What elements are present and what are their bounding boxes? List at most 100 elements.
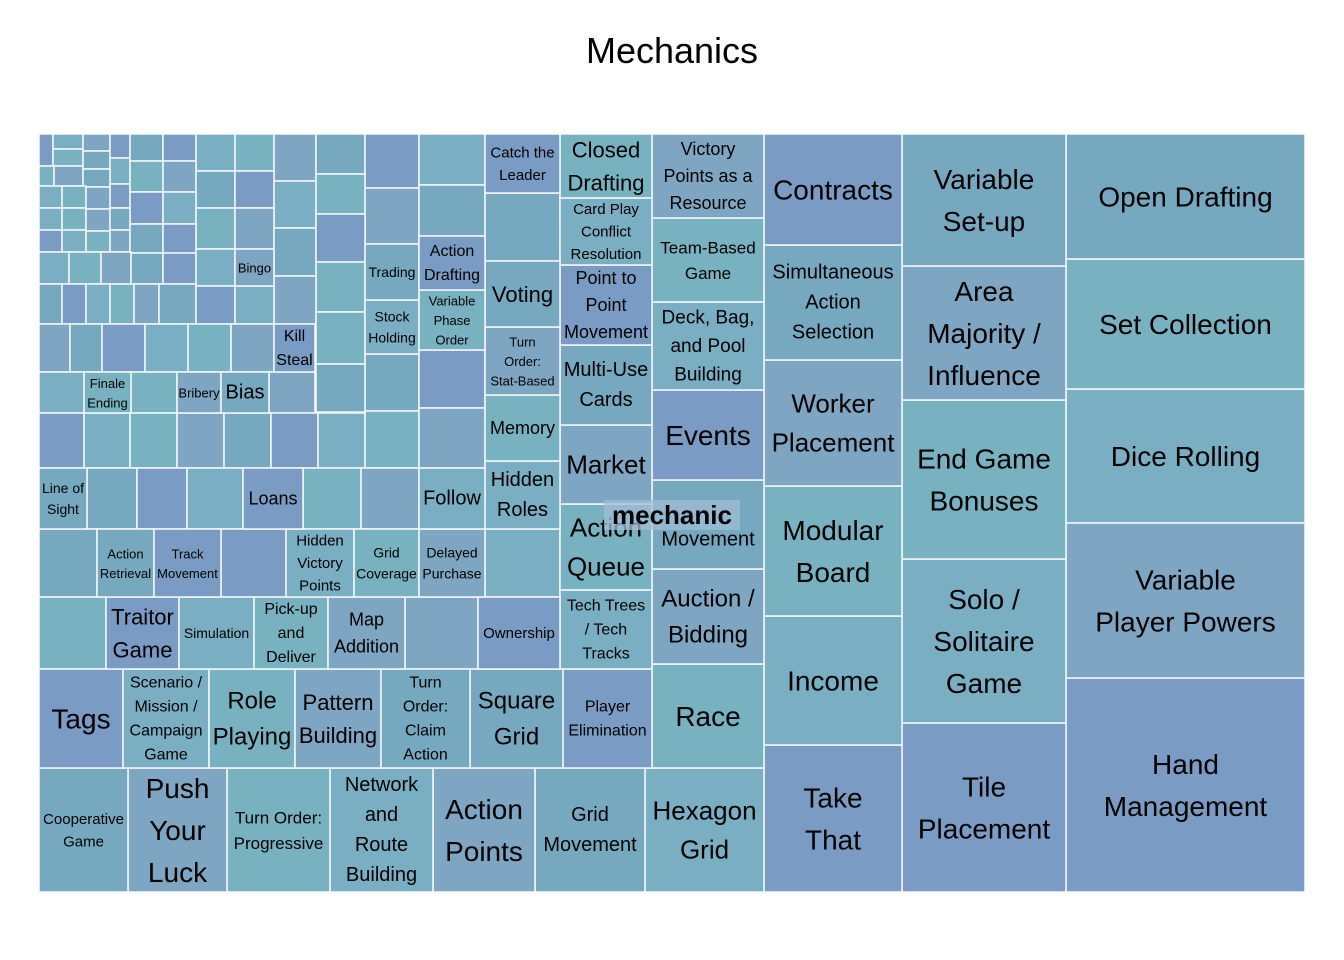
tile-memory[interactable] xyxy=(484,394,561,462)
treemap-tile[interactable] xyxy=(162,252,197,285)
tile-action-drafting[interactable] xyxy=(418,235,486,291)
treemap-tile[interactable] xyxy=(38,371,85,414)
tile-simultaneous-action-selection[interactable] xyxy=(763,244,903,361)
tile-grid-coverage[interactable] xyxy=(353,528,420,598)
treemap-tile[interactable] xyxy=(69,323,103,373)
treemap-tile[interactable] xyxy=(302,467,362,530)
treemap-tile[interactable] xyxy=(273,180,317,229)
tile-turn-order-stat-based[interactable] xyxy=(484,326,561,396)
tile-pick-up-and-deliver[interactable] xyxy=(253,596,329,670)
tile-modular-board[interactable] xyxy=(763,485,903,617)
treemap-tile[interactable] xyxy=(130,371,178,414)
treemap-tile[interactable] xyxy=(364,133,420,189)
treemap-tile[interactable] xyxy=(61,229,87,253)
tile-action-points[interactable] xyxy=(432,767,536,893)
treemap-tile[interactable] xyxy=(364,187,420,245)
tile-point-to-point-movement[interactable] xyxy=(559,264,653,346)
treemap-tile[interactable] xyxy=(129,412,178,469)
treemap-tile[interactable] xyxy=(195,170,236,209)
treemap-tile[interactable] xyxy=(223,412,272,469)
treemap-tile[interactable] xyxy=(176,412,225,469)
treemap-tile[interactable] xyxy=(38,207,63,231)
treemap-tile[interactable] xyxy=(82,150,111,170)
treemap-tile[interactable] xyxy=(195,207,236,250)
treemap-tile[interactable] xyxy=(101,323,146,373)
treemap-tile[interactable] xyxy=(109,283,135,325)
treemap-tile[interactable] xyxy=(109,207,131,231)
treemap-tile[interactable] xyxy=(270,412,319,469)
treemap-tile[interactable] xyxy=(38,229,63,253)
tile-voting[interactable] xyxy=(484,260,561,328)
treemap-tile[interactable] xyxy=(234,207,275,250)
tile-delayed-purchase[interactable] xyxy=(418,528,486,598)
treemap-tile[interactable] xyxy=(315,363,366,413)
treemap-tile[interactable] xyxy=(52,133,84,150)
treemap-tile[interactable] xyxy=(109,229,131,253)
treemap-tile[interactable] xyxy=(129,223,164,254)
tile-ownership[interactable] xyxy=(477,596,561,670)
tile-turn-order-claim-action[interactable] xyxy=(380,668,471,769)
tile-role-playing[interactable] xyxy=(208,668,296,769)
tile-hidden-roles[interactable] xyxy=(484,460,561,530)
treemap-tile[interactable] xyxy=(136,467,188,530)
treemap-tile[interactable] xyxy=(38,185,63,209)
tile-action-retrieval[interactable] xyxy=(96,528,155,598)
tile-grid-movement[interactable] xyxy=(534,767,646,893)
treemap-tile[interactable] xyxy=(484,192,561,262)
treemap-tile[interactable] xyxy=(100,251,132,285)
tile-dice-rolling[interactable] xyxy=(1065,388,1306,524)
treemap-tile[interactable] xyxy=(158,283,197,325)
tile-hexagon-grid[interactable] xyxy=(644,767,765,893)
tile-map-addition[interactable] xyxy=(327,596,406,670)
tile-variable-set-up[interactable] xyxy=(901,133,1067,267)
treemap-tile[interactable] xyxy=(85,283,111,325)
treemap-tile[interactable] xyxy=(52,148,84,167)
tile-team-based-game[interactable] xyxy=(651,217,765,303)
treemap-tile[interactable] xyxy=(317,412,366,469)
tile-income[interactable] xyxy=(763,615,903,746)
treemap-tile[interactable] xyxy=(38,528,98,598)
treemap-tile[interactable] xyxy=(230,323,275,373)
treemap-tile[interactable] xyxy=(195,285,236,325)
treemap-tile[interactable] xyxy=(364,353,420,412)
tile-push-your-luck[interactable] xyxy=(127,767,228,893)
tile-closed-drafting[interactable] xyxy=(559,133,653,199)
treemap-tile[interactable] xyxy=(418,184,486,237)
tile-take-that[interactable] xyxy=(763,744,903,893)
treemap-tile[interactable] xyxy=(53,165,84,187)
treemap-tile[interactable] xyxy=(85,208,111,232)
treemap-tile[interactable] xyxy=(220,528,287,598)
treemap-tile[interactable] xyxy=(82,168,111,188)
treemap-tile[interactable] xyxy=(162,191,197,225)
treemap-tile[interactable] xyxy=(195,248,236,287)
tile-finale-ending[interactable] xyxy=(83,371,132,414)
treemap-tile[interactable] xyxy=(315,311,366,365)
treemap-tile[interactable] xyxy=(85,186,111,210)
treemap-tile[interactable] xyxy=(129,133,164,162)
treemap-tile[interactable] xyxy=(315,173,366,215)
treemap-tile[interactable] xyxy=(61,185,87,209)
treemap-tile[interactable] xyxy=(273,133,317,182)
tile-square-grid[interactable] xyxy=(469,668,564,769)
treemap-tile[interactable] xyxy=(38,596,107,670)
treemap-tile[interactable] xyxy=(38,283,63,325)
treemap-tile[interactable] xyxy=(129,191,164,225)
treemap-tile[interactable] xyxy=(129,160,164,193)
treemap-tile[interactable] xyxy=(364,410,420,469)
treemap-tile[interactable] xyxy=(162,133,197,162)
tile-tile-placement[interactable] xyxy=(901,722,1067,893)
treemap-tile[interactable] xyxy=(109,133,131,159)
treemap-tile[interactable] xyxy=(38,323,71,373)
treemap-tile[interactable] xyxy=(162,223,197,254)
treemap-tile[interactable] xyxy=(162,160,197,193)
treemap-tile[interactable] xyxy=(273,275,317,325)
treemap-tile[interactable] xyxy=(234,285,275,325)
treemap-tile[interactable] xyxy=(130,252,164,285)
treemap-tile[interactable] xyxy=(418,349,486,409)
tile-variable-phase-order[interactable] xyxy=(418,289,486,351)
treemap-tile[interactable] xyxy=(418,133,486,186)
treemap-tile[interactable] xyxy=(360,467,420,530)
tile-kill-steal[interactable] xyxy=(273,323,316,373)
treemap-tile[interactable] xyxy=(38,165,55,187)
treemap-tile[interactable] xyxy=(315,213,366,263)
